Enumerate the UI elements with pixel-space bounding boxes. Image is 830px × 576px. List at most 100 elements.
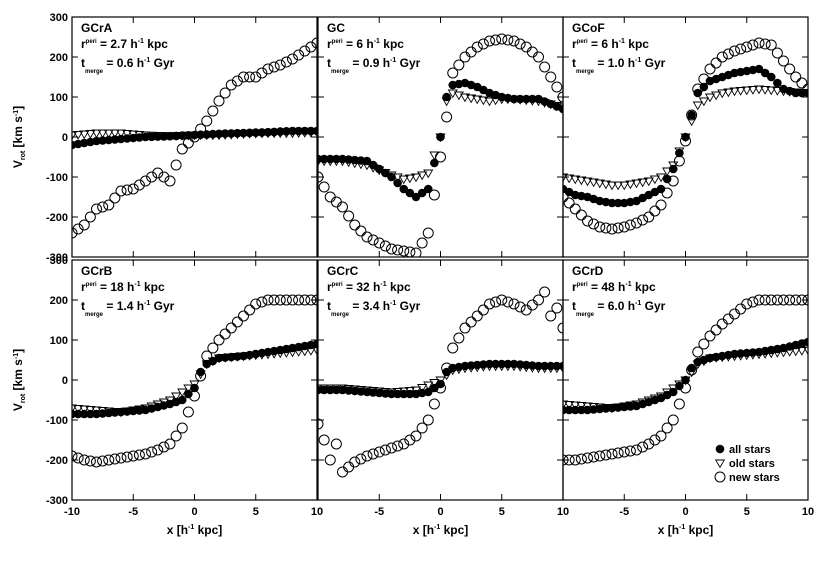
data-point [784,63,796,75]
data-point [392,244,404,256]
t-unit: Gyr [641,56,665,70]
data-point [219,87,231,99]
t-sub: merge [576,312,595,318]
data-point [626,402,635,411]
data-point [472,360,482,370]
data-point [655,430,667,442]
legend-label: old stars [729,458,775,470]
data-point [699,82,709,92]
data-point [121,451,133,463]
data-point [661,422,673,434]
panel-r-peri: rperi = 48 h-1 kpc [572,280,656,294]
x-label-main: x [h [167,523,188,537]
t-value: = 6.0 h [594,299,635,313]
data-point [305,41,317,53]
data-point [662,174,672,184]
data-point [741,298,753,310]
data-point [564,401,575,410]
data-point [466,94,477,104]
data-point [387,172,396,182]
data-point [747,86,758,95]
data-point [736,349,745,358]
data-point [508,298,520,310]
data-point [747,296,759,308]
data-point [539,61,551,73]
data-point [312,126,317,136]
panel-t-merge: tmerge = 0.9 h-1 Gyr [327,56,421,75]
data-point [748,348,758,357]
data-point [226,129,236,138]
x-label-main: x [h [658,523,679,537]
data-point [514,301,526,313]
data-point [465,316,477,328]
data-point [268,294,280,306]
data-point [576,402,587,411]
data-point [85,130,96,139]
data-point [140,175,151,187]
x-label-sup: -1 [188,524,194,531]
data-point [760,68,770,78]
data-point [72,452,84,464]
data-point [509,359,519,369]
x-tick-label: 0 [191,506,197,518]
data-point [447,342,459,354]
data-point [778,55,789,67]
data-point [275,127,285,136]
data-point [269,127,279,137]
data-point [477,304,489,316]
data-point [293,294,305,306]
data-point [337,201,348,213]
data-point [741,86,752,96]
data-point [311,346,317,356]
data-point [564,174,575,184]
data-point [485,359,494,369]
panel-name: GCrD [572,264,604,278]
data-point [287,294,298,306]
r-unit: kpc [141,280,165,294]
x-label-tail: kpc] [440,523,468,537]
data-point [687,363,696,373]
data-point [760,86,771,95]
panel-t-merge: tmerge = 1.0 h-1 Gyr [572,56,666,75]
data-point [790,71,802,83]
data-point [521,360,531,370]
data-point [656,184,666,194]
r-sub: peri [86,39,97,45]
data-point [735,87,746,96]
data-point [533,294,544,306]
data-point [503,359,513,369]
data-point [460,361,470,371]
t-main: t [327,56,331,70]
data-point [72,131,78,141]
t-unit: Gyr [396,56,420,70]
data-point [332,385,341,395]
y-tick-label: -200 [46,455,68,467]
data-point [704,330,716,342]
y-axis-label: Vrot [km s-1] [11,106,27,168]
r-sub: peri [332,39,343,45]
data-point [104,408,114,418]
data-point [582,215,593,227]
data-point [478,96,489,106]
legend: all stars old stars new stars [714,444,780,484]
data-point [722,313,734,325]
t-main: t [572,299,576,313]
data-point [404,434,416,446]
data-point [92,409,101,419]
legend-label: all stars [729,444,771,456]
data-point [127,183,139,195]
r-value: = 32 h [343,280,381,294]
x-tick-label: 10 [802,506,814,518]
data-point [428,398,440,410]
data-point [250,71,262,83]
data-point [404,246,416,257]
data-point [600,180,611,190]
data-point [583,405,592,415]
x-label-sup: -1 [434,524,440,531]
r-h-sup: -1 [625,281,631,288]
data-point [356,156,366,165]
data-point [606,223,618,235]
x-label-tail: kpc] [685,523,713,537]
data-point [662,167,673,177]
data-point [515,360,525,369]
